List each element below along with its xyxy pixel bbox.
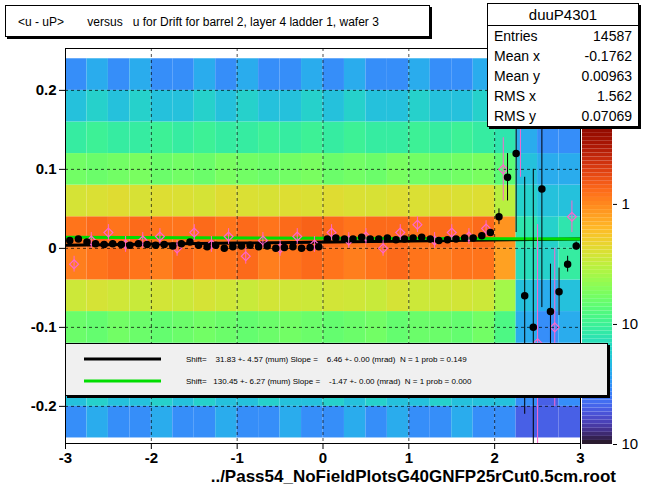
svg-text:-3: -3 (59, 449, 72, 466)
svg-text:0: 0 (319, 449, 327, 466)
html-text:1.562: 1.562 (597, 88, 632, 104)
svg-text:2: 2 (490, 449, 498, 466)
html-text:<u - uP> versus u for Drift fo: <u - uP> versus u for Drift for barrel 2… (18, 15, 379, 29)
html-text:Mean y: Mean y (494, 68, 540, 84)
html-text:Entries: Entries (494, 28, 538, 44)
svg-text:-0.2: -0.2 (31, 397, 57, 414)
html-text:0.07069: 0.07069 (581, 108, 632, 124)
html-text:0.00963: 0.00963 (581, 68, 632, 84)
svg-text:0.2: 0.2 (36, 81, 57, 98)
html-text:RMS y: RMS y (494, 108, 536, 124)
svg-text:0: 0 (48, 239, 56, 256)
html-text:-0.1762: -0.1762 (584, 48, 632, 64)
svg-text:10: 10 (622, 435, 639, 452)
svg-text:-0.1: -0.1 (31, 318, 57, 335)
svg-text:0.1: 0.1 (36, 160, 57, 177)
svg-text:10: 10 (622, 315, 639, 332)
svg-text:-1: -1 (230, 449, 243, 466)
html-text:14587: 14587 (593, 28, 632, 44)
html-text:Mean x: Mean x (494, 48, 540, 64)
html-text:RMS x: RMS x (494, 88, 536, 104)
html-text:../Pass54_NoFieldPlotsG40GNFP2: ../Pass54_NoFieldPlotsG40GNFP25rCut0.5cm… (210, 467, 616, 486)
svg-text:1: 1 (622, 195, 630, 212)
html-text:duuP4301: duuP4301 (528, 6, 598, 23)
html-text:Shift= 130.45 +- 6.27 (mum) Sl: Shift= 130.45 +- 6.27 (mum) Slope = -1.4… (186, 376, 472, 386)
svg-text:3: 3 (576, 449, 584, 466)
html-text:Shift= 31.83 +- 4.57 (mum) Slo: Shift= 31.83 +- 4.57 (mum) Slope = 6.46 … (186, 354, 467, 364)
svg-text:-2: -2 (145, 449, 158, 466)
svg-text:1: 1 (405, 449, 413, 466)
